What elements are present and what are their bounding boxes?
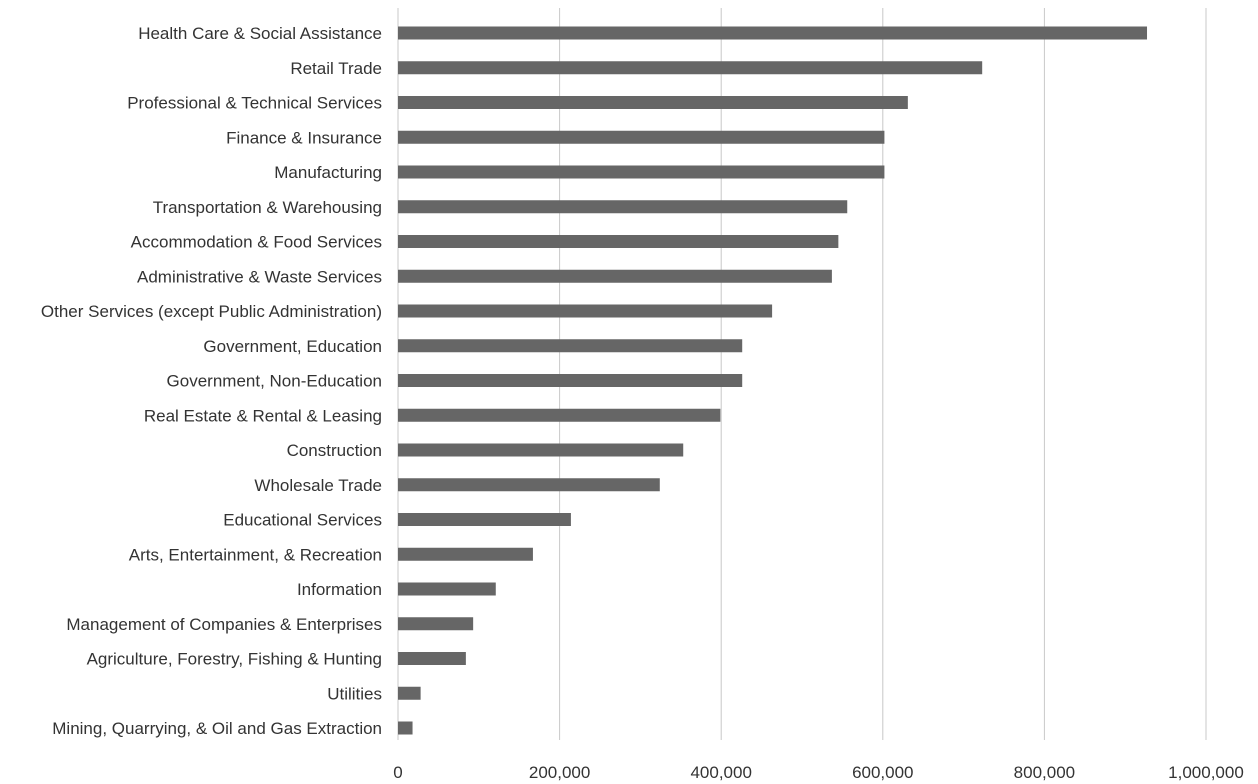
x-tick-label: 800,000	[1014, 763, 1075, 782]
x-tick-label: 200,000	[529, 763, 590, 782]
category-label: Educational Services	[223, 511, 382, 530]
bar	[398, 235, 839, 248]
category-label: Government, Non-Education	[167, 372, 382, 391]
category-label: Professional & Technical Services	[127, 94, 382, 113]
category-label: Agriculture, Forestry, Fishing & Hunting	[87, 650, 382, 669]
category-label: Government, Education	[203, 337, 382, 356]
bar	[398, 269, 832, 283]
category-label: Utilities	[327, 684, 382, 703]
bar	[398, 513, 571, 526]
bar	[398, 408, 721, 422]
category-label: Real Estate & Rental & Leasing	[144, 406, 382, 425]
category-label: Retail Trade	[290, 59, 382, 78]
x-tick-label: 0	[393, 763, 402, 782]
bar	[398, 339, 743, 353]
category-label: Construction	[287, 441, 382, 460]
bar	[398, 96, 908, 109]
category-label: Health Care & Social Assistance	[138, 24, 382, 43]
category-label: Finance & Insurance	[226, 128, 382, 147]
bar	[398, 478, 660, 492]
bar	[398, 547, 533, 561]
x-tick-label: 600,000	[852, 763, 913, 782]
bar	[398, 200, 848, 214]
category-label: Information	[297, 580, 382, 599]
bar	[398, 165, 885, 179]
category-label: Arts, Entertainment, & Recreation	[129, 545, 382, 564]
category-label: Administrative & Waste Services	[137, 267, 382, 286]
bar	[398, 443, 684, 457]
category-label: Mining, Quarrying, & Oil and Gas Extract…	[52, 719, 382, 738]
bar	[398, 61, 983, 75]
x-tick-label: 400,000	[690, 763, 751, 782]
bar	[398, 374, 743, 387]
bar	[398, 617, 474, 631]
category-label: Manufacturing	[274, 163, 382, 182]
category-labels: Health Care & Social Assistance Retail Tr…	[41, 24, 382, 738]
bars	[398, 26, 1148, 735]
category-label: Transportation & Warehousing	[153, 198, 382, 217]
x-tick-label: 1,000,000	[1168, 763, 1244, 782]
category-label: Accommodation & Food Services	[131, 233, 382, 252]
bar	[398, 26, 1148, 40]
bar	[398, 130, 885, 144]
bar	[398, 721, 413, 735]
category-label: Wholesale Trade	[254, 476, 382, 495]
bar	[398, 304, 773, 318]
bar	[398, 582, 496, 596]
bar	[398, 652, 466, 665]
bar	[398, 686, 421, 700]
x-axis-tick-labels: 0 200,000 400,000 600,000 800,000 1,000,000	[393, 763, 1244, 782]
category-label: Management of Companies & Enterprises	[66, 615, 382, 634]
category-label: Other Services (except Public Administra…	[41, 302, 382, 321]
